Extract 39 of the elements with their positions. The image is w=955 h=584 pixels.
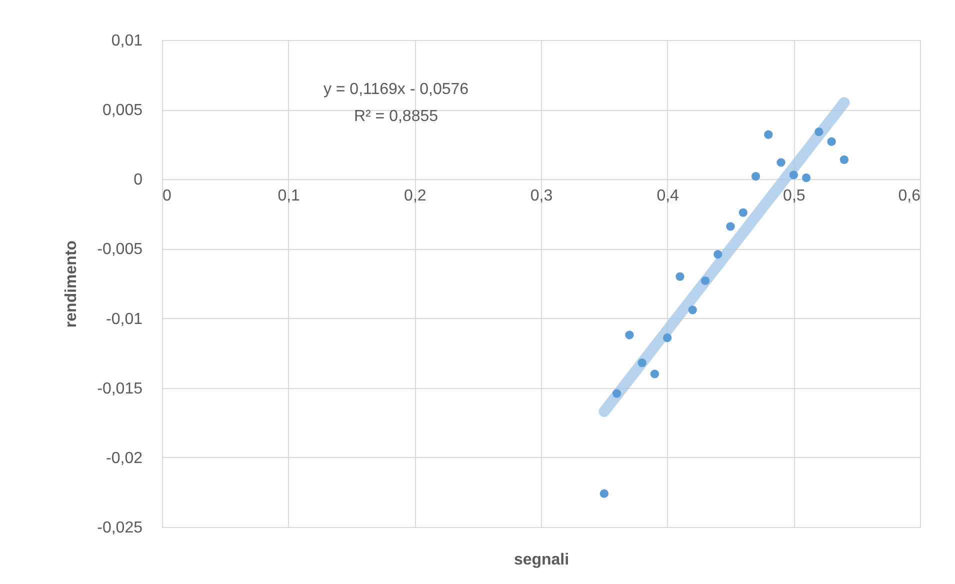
point [612, 389, 622, 398]
point [625, 330, 634, 340]
point [840, 155, 849, 164]
point [638, 358, 646, 368]
x-axis-title: segnali [514, 552, 570, 568]
y-tick-label: -0,005 [97, 241, 143, 258]
point [802, 173, 811, 182]
point [600, 489, 608, 498]
x-tick-label: 0,4 [656, 188, 680, 205]
point [688, 306, 697, 314]
x-tick-label: 0,3 [530, 188, 553, 205]
y-tick-label: -0,01 [106, 310, 143, 328]
point [676, 272, 684, 281]
point [700, 276, 710, 286]
point [776, 158, 786, 167]
annotation: y = 0,1169x - 0,0576 [323, 81, 469, 98]
y-tick-label: -0,02 [106, 450, 143, 467]
point [738, 208, 748, 217]
point [814, 128, 824, 136]
point [726, 222, 735, 231]
y-tick-label: -0,015 [97, 380, 143, 398]
x-tick-label: 0,5 [783, 188, 806, 205]
point [827, 137, 836, 146]
y-tick-label: 0 [134, 172, 143, 189]
point [764, 130, 773, 139]
y-tick-label: -0,025 [97, 520, 143, 536]
x-tick-label: 0,6 [898, 188, 921, 205]
x-tick-label: 0 [162, 188, 172, 205]
point [751, 172, 760, 181]
y-tick-label: 0,01 [111, 32, 143, 50]
annotation: R² = 0,8855 [354, 108, 438, 125]
x-tick-label: 0,2 [404, 188, 426, 205]
y-tick-label: 0,005 [102, 102, 143, 120]
point [714, 250, 722, 259]
point [789, 170, 798, 180]
y-axis-title: rendimento [63, 240, 80, 328]
point [663, 333, 672, 342]
x-tick-label: 0,1 [278, 188, 300, 205]
point [650, 370, 660, 378]
